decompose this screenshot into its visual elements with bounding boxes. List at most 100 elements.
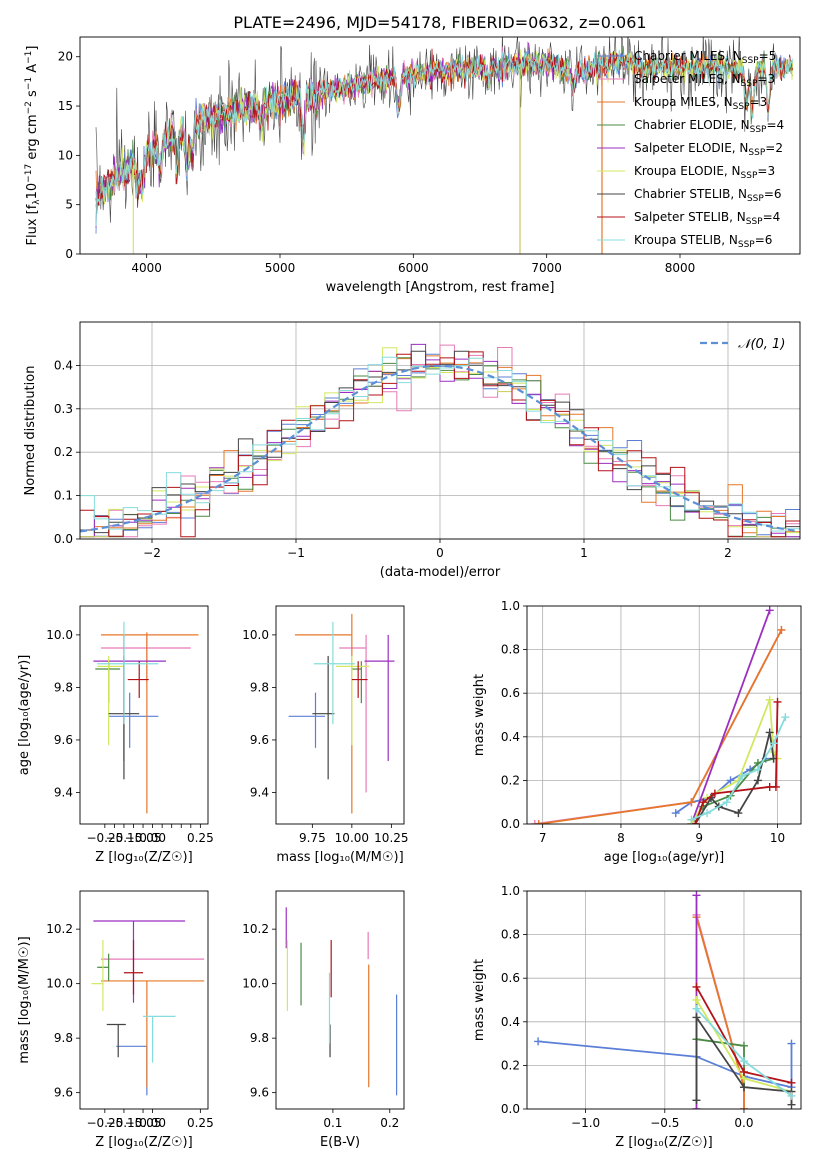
x-axis-label: E(B-V) bbox=[320, 1135, 360, 1150]
x-tick-label: −0.05 bbox=[125, 831, 162, 845]
x-tick-label: 6000 bbox=[398, 261, 429, 275]
x-axis-label: (data-model)/error bbox=[380, 565, 501, 580]
series-marker bbox=[739, 1041, 748, 1050]
series-marker bbox=[739, 1057, 748, 1066]
series-marker bbox=[765, 728, 774, 737]
x-tick-label: 0.00 bbox=[139, 831, 166, 845]
legend-label: Chabrier MILES, NSSP=5 bbox=[634, 49, 776, 66]
axes-frame bbox=[275, 605, 405, 825]
age-vs-mass-panel: 9.75 10.00 10.25 9.4 9.6 9.8 10.0 mass [log₁₀(M… bbox=[242, 605, 409, 865]
x-tick-label: 4000 bbox=[131, 261, 162, 275]
series-marker bbox=[534, 1037, 543, 1046]
series-marker bbox=[687, 815, 696, 824]
series-marker bbox=[726, 776, 735, 785]
y-tick-label: 9.8 bbox=[54, 1031, 73, 1045]
plot-area bbox=[95, 37, 794, 254]
series-marker bbox=[699, 798, 708, 807]
y-tick-label: 0.0 bbox=[54, 532, 73, 546]
x-tick-label: −0.25 bbox=[86, 1116, 123, 1130]
x-axis-label: Z [log₁₀(Z/Z☉)] bbox=[95, 1135, 192, 1150]
y-tick-label: 0.2 bbox=[501, 1058, 520, 1072]
y-tick-label: 9.6 bbox=[54, 1086, 73, 1100]
y-axis-label: mass weight bbox=[472, 674, 487, 756]
y-tick-label: 9.6 bbox=[54, 733, 73, 747]
y-tick-label: 15 bbox=[58, 99, 73, 113]
y-tick-label: 0.2 bbox=[501, 773, 520, 787]
series-line bbox=[694, 701, 779, 824]
series-marker bbox=[692, 1105, 701, 1109]
axes-frame bbox=[79, 890, 209, 1110]
y-tick-label: 0.0 bbox=[501, 817, 520, 831]
series-marker bbox=[769, 739, 778, 748]
series-marker bbox=[692, 891, 701, 900]
axes-frame bbox=[275, 890, 405, 1110]
series-line bbox=[534, 629, 783, 824]
x-tick-label: 7000 bbox=[531, 261, 562, 275]
x-tick-label: 5000 bbox=[265, 261, 296, 275]
plot-area bbox=[285, 907, 398, 1096]
massweight-vs-metallicity-panel: −1.0 −0.5 0.0 0.0 0.2 0.4 0.6 0.8 1.0 Z [log₁₀(Z/… bbox=[472, 884, 802, 1150]
series-marker bbox=[773, 697, 782, 706]
x-tick-label: 9 bbox=[695, 831, 703, 845]
series-marker bbox=[692, 996, 701, 1004]
y-tick-label: 9.4 bbox=[54, 785, 73, 799]
legend-label: Chabrier ELODIE, NSSP=4 bbox=[634, 118, 784, 135]
x-tick-label: −0.15 bbox=[106, 1116, 143, 1130]
series-marker bbox=[692, 1013, 701, 1022]
series-marker bbox=[722, 798, 731, 807]
x-tick-label: 0.2 bbox=[380, 1116, 399, 1130]
legend-label: Salpeter MILES, NSSP=3 bbox=[634, 72, 775, 89]
series-marker bbox=[534, 820, 543, 824]
series-marker bbox=[739, 1067, 748, 1076]
x-tick-label: −0.05 bbox=[125, 1116, 162, 1130]
plot-area bbox=[288, 613, 395, 814]
series-marker bbox=[765, 695, 774, 704]
series-marker bbox=[687, 798, 696, 807]
y-tick-label: 0.0 bbox=[501, 1102, 520, 1116]
spectrum-line bbox=[95, 49, 794, 227]
legend-label: Kroupa ELODIE, NSSP=3 bbox=[634, 164, 775, 181]
series-marker bbox=[692, 982, 701, 991]
series-marker bbox=[739, 1083, 748, 1092]
spectrum-line bbox=[95, 48, 794, 211]
y-axis-label: age [log₁₀(age/yr)] bbox=[17, 655, 32, 776]
x-axis-label: age [log₁₀(age/yr)] bbox=[604, 850, 725, 865]
plot-area bbox=[530, 606, 790, 824]
x-axis-label: wavelength [Angstrom, rest frame] bbox=[326, 280, 555, 295]
x-axis-label: mass [log₁₀(M/M☉)] bbox=[276, 850, 403, 865]
series-marker bbox=[753, 765, 762, 774]
y-tick-label: 0.2 bbox=[54, 445, 73, 459]
axes-frame bbox=[526, 890, 802, 1110]
x-tick-label: −1 bbox=[287, 546, 305, 560]
x-tick-label: 1 bbox=[580, 546, 588, 560]
x-axis-label: Z [log₁₀(Z/Z☉)] bbox=[95, 850, 192, 865]
x-tick-label: 10.25 bbox=[374, 831, 408, 845]
massweight-vs-age-panel: 7 8 9 10 0.0 0.2 0.4 0.6 0.8 1.0 age [log₁₀(age/yr… bbox=[472, 599, 802, 865]
x-tick-label: 10 bbox=[770, 831, 785, 845]
y-tick-label: 9.6 bbox=[250, 733, 269, 747]
y-tick-label: 0 bbox=[65, 247, 73, 261]
y-tick-label: 0.8 bbox=[501, 928, 520, 942]
x-tick-label: −1.0 bbox=[571, 1116, 600, 1130]
x-tick-label: −0.5 bbox=[650, 1116, 679, 1130]
y-tick-label: 0.4 bbox=[501, 1015, 520, 1029]
series-marker bbox=[787, 1091, 796, 1100]
x-tick-label: 9.75 bbox=[299, 831, 326, 845]
series-marker bbox=[692, 1096, 701, 1105]
x-tick-label: 0.25 bbox=[187, 831, 214, 845]
y-tick-label: 9.6 bbox=[250, 1086, 269, 1100]
x-tick-label: −0.25 bbox=[86, 831, 123, 845]
y-tick-label: 0.6 bbox=[501, 686, 520, 700]
residuals-panel: −2 −1 0 1 2 0.0 0.1 0.2 0.3 0.4 (data-model)/error… bbox=[23, 321, 801, 580]
y-axis-label: Flux [fλ10−17 erg cm−2 s−1 A−1] bbox=[24, 46, 42, 246]
x-tick-label: 0.00 bbox=[139, 1116, 166, 1130]
x-tick-label: 2 bbox=[724, 546, 732, 560]
y-tick-label: 9.8 bbox=[54, 680, 73, 694]
series-marker bbox=[738, 772, 747, 781]
y-tick-label: 0.1 bbox=[54, 489, 73, 503]
legend-label: Chabrier STELIB, NSSP=6 bbox=[634, 187, 782, 204]
series-marker bbox=[781, 713, 790, 722]
y-tick-label: 1.0 bbox=[501, 884, 520, 898]
age-vs-metallicity-panel: −0.25−0.15−0.050.00 0.25 9.4 9.6 9.8 10.0 Z [l… bbox=[17, 605, 214, 865]
